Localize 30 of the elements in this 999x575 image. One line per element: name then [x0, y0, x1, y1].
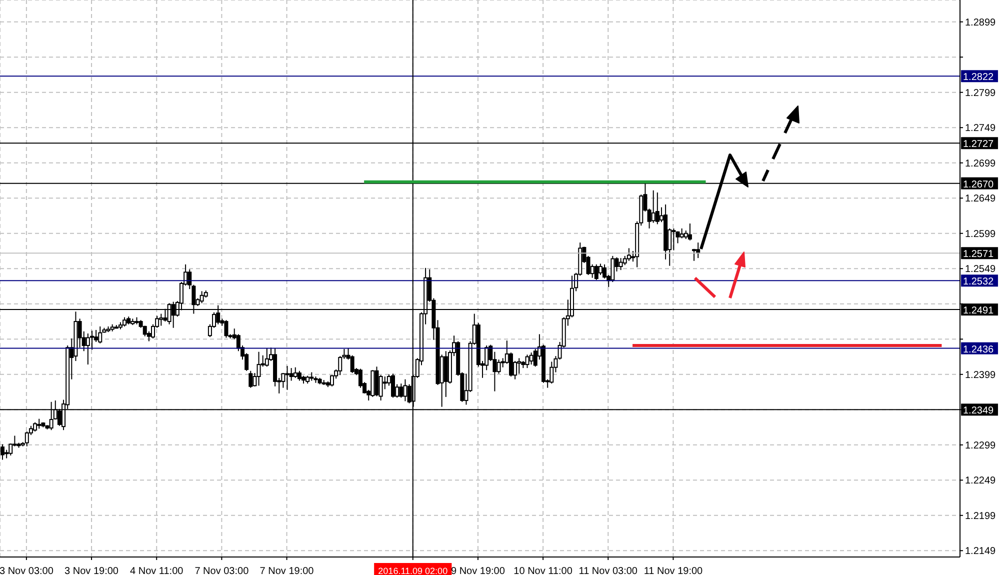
y-tick-label: 1.2649: [965, 194, 996, 205]
y-tick-label: 1.2799: [965, 88, 996, 99]
ref-line-label: 1.2670: [963, 179, 994, 190]
ref-line-label: 1.2571: [963, 249, 994, 260]
y-tick-label: 1.2699: [965, 158, 996, 170]
x-tick-label: 11 Nov 19:00: [644, 566, 704, 575]
y-tick-label: 1.2299: [965, 440, 996, 452]
y-tick-label: 1.2249: [965, 476, 996, 487]
ref-line-label: 1.2532: [963, 276, 994, 288]
ref-line-label: 1.2822: [963, 72, 994, 84]
x-tick-label: 11 Nov 03:00: [578, 566, 638, 575]
y-tick-label: 1.2549: [965, 264, 996, 276]
x-tick-label: 7 Nov 19:00: [260, 566, 314, 575]
y-tick-label: 1.2749: [965, 123, 996, 134]
x-tick-label: 4 Nov 11:00: [130, 566, 184, 575]
x-tick-label: 2016.11.09 02:00: [378, 566, 448, 575]
ref-line-label: 1.2436: [963, 344, 994, 356]
ref-line-label: 1.2727: [963, 139, 994, 150]
y-tick-label: 1.2149: [965, 546, 996, 558]
x-tick-label: 7 Nov 03:00: [194, 566, 250, 575]
x-tick-label: 10 Nov 11:00: [514, 566, 573, 575]
x-tick-label: 9 Nov 19:00: [450, 566, 506, 575]
y-tick-label: 1.2399: [965, 370, 996, 381]
ref-line-label: 1.2349: [963, 406, 994, 417]
y-tick-label: 1.2599: [965, 228, 996, 240]
ref-line-label: 1.2491: [963, 306, 994, 317]
y-tick-label: 1.2899: [965, 17, 996, 28]
x-tick-label: 3 Nov 19:00: [64, 566, 119, 575]
y-tick-label: 1.2199: [965, 510, 996, 522]
x-tick-label: 3 Nov 03:00: [0, 566, 54, 575]
